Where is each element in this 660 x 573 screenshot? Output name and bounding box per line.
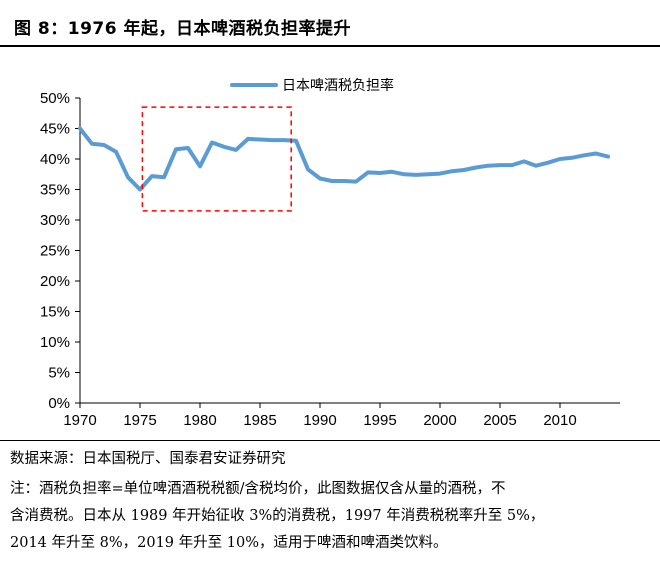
line-chart: 0% 5% 10% 15% 20% 25% 30% 35% 40% 45% 50% 1970 1975 1… <box>40 77 620 429</box>
x-tick-label: 2000 <box>423 412 456 429</box>
y-tick-label: 5% <box>48 365 70 382</box>
footnote-line-2: 含消费税。日本从 1989 年开始征收 3%的消费税，1997 年消费税税率升至… <box>10 508 545 524</box>
y-tick-label: 20% <box>40 273 70 290</box>
source-note: 数据来源：日本国税厅、国泰君安证券研究 <box>10 451 286 467</box>
x-tick-label: 2005 <box>483 412 516 429</box>
legend-label: 日本啤酒税负担率 <box>282 77 394 94</box>
x-tick-label: 2010 <box>543 412 576 429</box>
x-tick-label: 1975 <box>123 412 156 429</box>
x-tick-label: 1970 <box>63 412 96 429</box>
y-tick-label: 45% <box>40 121 70 138</box>
y-tick-label: 35% <box>40 182 70 199</box>
x-tick-label: 1980 <box>183 412 216 429</box>
chart-bottom-divider <box>0 440 660 441</box>
x-tick-label: 1990 <box>303 412 336 429</box>
y-tick-label: 50% <box>40 90 70 107</box>
y-tick-label: 30% <box>40 212 70 229</box>
title-divider <box>0 45 660 47</box>
x-tick-label: 1995 <box>363 412 396 429</box>
footnote-line-3: 2014 年升至 8%，2019 年升至 10%，适用于啤酒和啤酒类饮料。 <box>10 535 448 551</box>
y-tick-label: 40% <box>40 151 70 168</box>
y-tick-label: 15% <box>40 304 70 321</box>
footnote-line-1: 注：酒税负担率=单位啤酒酒税税额/含税均价，此图数据仅含从量的酒税，不 <box>10 481 506 497</box>
x-tick-label: 1985 <box>243 412 276 429</box>
figure-title: 图 8：1976 年起，日本啤酒税负担率提升 <box>14 19 351 39</box>
highlight-box <box>141 106 292 212</box>
series-line <box>78 126 610 192</box>
y-tick-label: 0% <box>48 395 70 412</box>
y-tick-label: 10% <box>40 334 70 351</box>
y-tick-label: 25% <box>40 243 70 260</box>
